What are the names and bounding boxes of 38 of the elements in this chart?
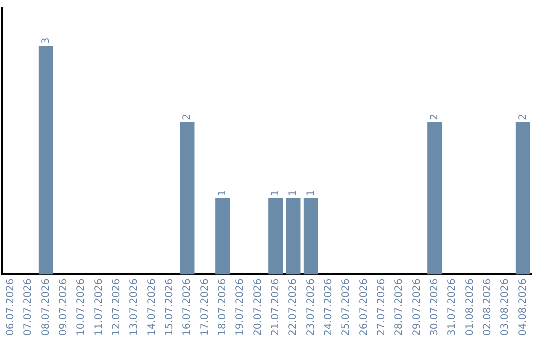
x-tick-label: 08.07.2026 bbox=[40, 278, 52, 336]
x-tick-label: 29.07.2026 bbox=[412, 278, 423, 336]
x-tick-label: 18.07.2026 bbox=[217, 278, 228, 336]
x-tick-label: 04.08.2026 bbox=[518, 278, 529, 336]
x-tick-label: 11.07.2026 bbox=[94, 278, 105, 336]
x-tick-label: 02.08.2026 bbox=[482, 278, 494, 336]
x-tick-label: 07.07.2026 bbox=[23, 278, 34, 336]
x-tick-label: 20.07.2026 bbox=[252, 278, 264, 336]
x-tick-label: 12.07.2026 bbox=[111, 278, 122, 336]
x-tick-label: 01.08.2026 bbox=[464, 278, 476, 336]
x-tick-label: 13.07.2026 bbox=[129, 278, 140, 336]
data-label: 1 bbox=[270, 190, 282, 197]
x-tick-label: 14.07.2026 bbox=[146, 278, 158, 336]
x-tick-label: 16.07.2026 bbox=[182, 278, 194, 336]
x-tick-label: 30.07.2026 bbox=[429, 278, 440, 336]
data-label: 1 bbox=[288, 190, 300, 197]
data-label: 2 bbox=[518, 114, 529, 120]
x-tick-label: 28.07.2026 bbox=[394, 278, 406, 336]
x-tick-label: 19.07.2026 bbox=[235, 278, 246, 336]
x-tick-label: 15.07.2026 bbox=[164, 278, 176, 336]
x-tick-label: 24.07.2026 bbox=[323, 278, 334, 336]
x-tick-label: 06.07.2026 bbox=[5, 278, 16, 336]
x-tick-label: 27.07.2026 bbox=[376, 278, 388, 336]
x-tick-label: 22.07.2026 bbox=[288, 278, 300, 336]
x-tick-label: 23.07.2026 bbox=[306, 278, 317, 336]
x-tick-label: 10.07.2026 bbox=[76, 278, 88, 336]
x-tick-label: 26.07.2026 bbox=[358, 278, 370, 336]
data-label: 2 bbox=[182, 114, 194, 120]
data-label: 3 bbox=[40, 38, 52, 44]
x-tick-label: 21.07.2026 bbox=[270, 278, 282, 336]
data-label: 1 bbox=[306, 190, 317, 197]
x-tick-label: 17.07.2026 bbox=[200, 278, 211, 336]
x-tick-label: 09.07.2026 bbox=[58, 278, 70, 336]
x-tick-label: 31.07.2026 bbox=[447, 278, 458, 336]
data-label: 1 bbox=[217, 190, 228, 197]
x-tick-label: 25.07.2026 bbox=[341, 278, 352, 336]
data-label: 2 bbox=[429, 114, 440, 120]
x-tick-label: 03.08.2026 bbox=[500, 278, 512, 336]
